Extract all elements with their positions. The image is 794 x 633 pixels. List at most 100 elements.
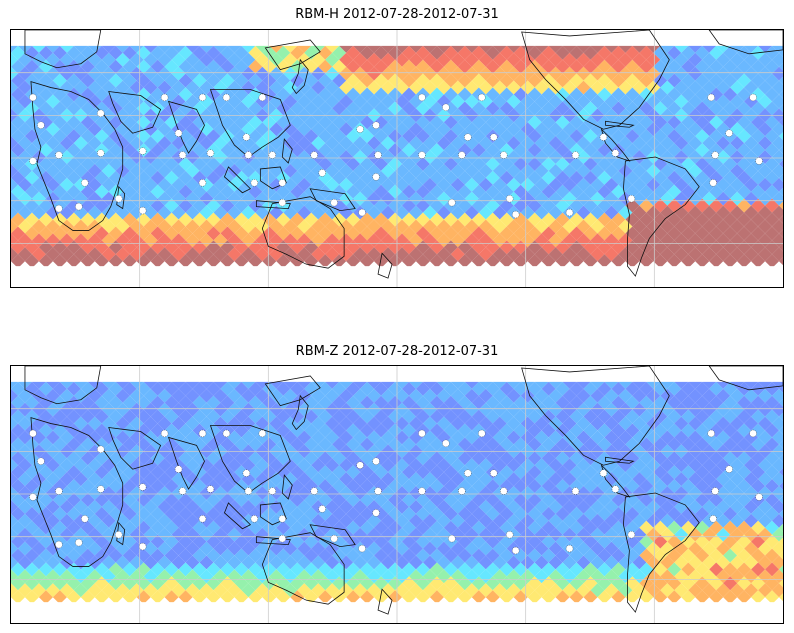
data-cell [17, 430, 32, 445]
coastline [605, 456, 635, 464]
data-cell [11, 219, 18, 234]
data-cell [779, 76, 783, 85]
data-cell [136, 59, 151, 74]
data-cell [346, 451, 361, 466]
data-cell [52, 59, 67, 74]
data-cell [94, 562, 109, 577]
data-cell [206, 115, 221, 130]
data-cell [716, 430, 731, 445]
data-cell [457, 59, 472, 74]
data-cell [157, 388, 172, 403]
station-marker [138, 483, 147, 491]
data-cell [388, 101, 402, 116]
data-cell [723, 451, 738, 466]
data-cell [506, 472, 521, 487]
data-cell [304, 451, 319, 466]
data-cell [674, 527, 689, 542]
data-cell [199, 388, 214, 403]
data-cell [513, 73, 528, 88]
data-cell [178, 381, 193, 396]
station-marker [310, 487, 318, 495]
coastline [309, 524, 356, 548]
data-cell [115, 430, 130, 445]
data-cell [332, 409, 347, 424]
data-cell [17, 541, 32, 556]
data-cell [772, 136, 783, 151]
data-cell [11, 247, 18, 262]
data-cell [772, 527, 783, 542]
data-cell [108, 576, 123, 591]
data-cell [115, 388, 130, 403]
data-cell [234, 240, 249, 255]
data-cell [450, 472, 465, 487]
station-markers [29, 429, 763, 555]
data-cell [646, 388, 661, 403]
data-cell [464, 416, 479, 431]
data-cell [353, 430, 368, 445]
data-cell [234, 451, 249, 466]
data-cell [408, 513, 423, 528]
data-cell [401, 101, 416, 116]
data-cell [772, 499, 783, 514]
data-cell [234, 115, 249, 130]
data-cell [471, 562, 486, 577]
data-cell [541, 45, 556, 60]
data-cell [199, 541, 214, 556]
data-cell [11, 402, 18, 417]
data-cell [227, 583, 242, 598]
data-cell [702, 527, 717, 542]
data-cell [332, 226, 347, 241]
data-cell [346, 129, 361, 144]
data-cell [513, 45, 528, 60]
data-cell [255, 527, 270, 542]
data-cell [772, 233, 783, 248]
data-cell [332, 59, 347, 74]
data-cell [534, 416, 549, 431]
station-marker [75, 202, 83, 211]
data-cell [11, 381, 25, 396]
data-cell [381, 430, 396, 445]
data-cell [457, 73, 472, 88]
data-cell [639, 45, 654, 60]
data-cell [87, 583, 102, 598]
data-cell [471, 520, 486, 535]
data-cell [464, 541, 479, 556]
data-cell [388, 129, 402, 144]
data-cell [772, 555, 783, 570]
data-cell [206, 59, 221, 74]
data-cell [450, 430, 465, 445]
data-cell [346, 548, 361, 563]
data-cell [667, 143, 682, 158]
data-cell [206, 240, 221, 255]
data-cell [248, 254, 263, 269]
data-cell [108, 45, 123, 60]
data-cell [499, 576, 514, 591]
data-cell [779, 159, 783, 168]
data-cell [269, 541, 284, 556]
data-cell [765, 73, 780, 88]
data-cell [38, 101, 53, 116]
data-cell [772, 94, 783, 109]
data-cell [639, 548, 654, 563]
data-cell [457, 101, 472, 116]
coastline [209, 425, 291, 494]
data-cell [646, 527, 661, 542]
data-cell [290, 143, 305, 158]
station-marker [206, 485, 215, 493]
data-cell [625, 562, 640, 577]
data-cell [192, 381, 207, 396]
data-cell [730, 513, 745, 528]
station-marker [372, 457, 380, 465]
station-marker [250, 179, 259, 187]
data-cell [485, 240, 500, 255]
data-cell [471, 184, 486, 199]
data-cell [485, 59, 500, 74]
data-cell [17, 527, 32, 542]
station-marker [511, 546, 520, 555]
data-cell [611, 73, 626, 88]
data-cell [304, 45, 319, 60]
data-cell [450, 513, 465, 528]
coastline [600, 463, 631, 498]
station-marker [178, 151, 187, 159]
data-cell [611, 576, 626, 591]
